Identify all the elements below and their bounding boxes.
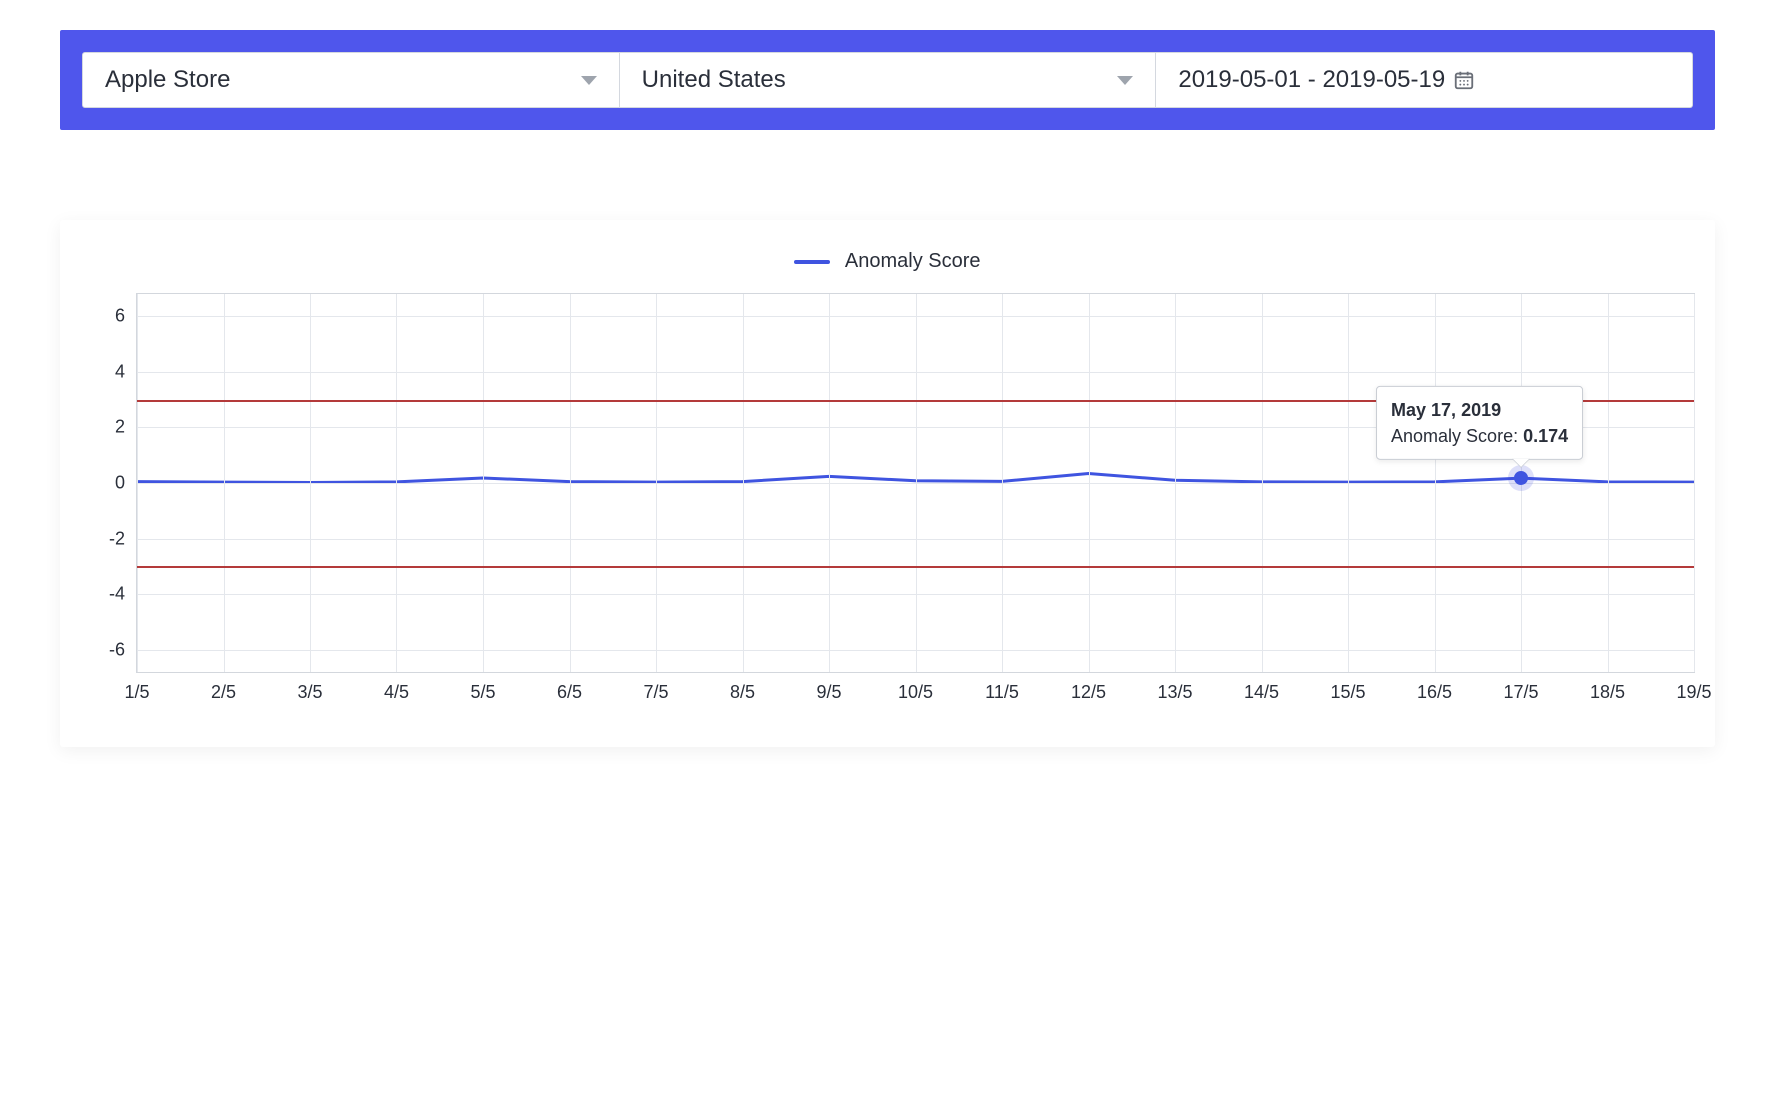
x-axis-tick-label: 15/5 [1330,672,1365,703]
gridline-vertical [656,294,657,672]
gridline-vertical [1348,294,1349,672]
gridline-vertical [1694,294,1695,672]
threshold-line [137,566,1694,568]
tooltip-row: Anomaly Score: 0.174 [1391,423,1568,449]
chevron-down-icon [581,76,597,85]
gridline-vertical [1435,294,1436,672]
x-axis-tick-label: 10/5 [898,672,933,703]
tooltip-title: May 17, 2019 [1391,397,1568,423]
y-axis-tick-label: 6 [115,306,137,327]
country-dropdown[interactable]: United States [620,52,1157,108]
x-axis-tick-label: 18/5 [1590,672,1625,703]
x-axis-tick-label: 1/5 [124,672,149,703]
gridline-vertical [829,294,830,672]
chart-plot-area: 6 4 2 0 -2 -4 -6 1/5 2/5 3/5 4/5 5/5 6/5 7/5 8/5 9/5 10/… [80,293,1695,707]
date-range-picker[interactable]: 2019-05-01 - 2019-05-19 [1156,52,1693,108]
gridline-vertical [224,294,225,672]
chart-legend: Anomaly Score [80,250,1695,273]
x-axis-tick-label: 16/5 [1417,672,1452,703]
gridline-vertical [916,294,917,672]
x-axis-tick-label: 11/5 [985,672,1019,703]
y-axis-tick-label: -4 [109,584,137,605]
chart-plot[interactable]: 6420-2-4-61/52/53/54/55/56/57/58/59/510/… [136,293,1695,673]
y-axis-tick-label: -2 [109,528,137,549]
store-dropdown[interactable]: Apple Store [82,52,620,108]
x-axis-tick-label: 7/5 [643,672,668,703]
gridline-vertical [743,294,744,672]
gridline-vertical [1175,294,1176,672]
tooltip-value: 0.174 [1523,426,1568,446]
x-axis-tick-label: 17/5 [1503,672,1538,703]
x-axis-tick-label: 3/5 [297,672,322,703]
x-axis-tick-label: 5/5 [470,672,495,703]
legend-swatch [794,260,830,264]
x-axis-tick-label: 4/5 [384,672,409,703]
x-axis-tick-label: 2/5 [211,672,236,703]
x-axis-tick-label: 14/5 [1244,672,1279,703]
filter-bar: Apple Store United States 2019-05-01 - 2… [60,30,1715,130]
x-axis-tick-label: 6/5 [557,672,582,703]
y-axis-tick-label: 0 [115,473,137,494]
x-axis-tick-label: 9/5 [816,672,841,703]
anomaly-chart-card: Anomaly Score 6 4 2 0 -2 -4 -6 1/5 2/5 3/5 4/5 5/5 6… [60,220,1715,747]
y-axis-tick-label: 4 [115,361,137,382]
gridline-vertical [1089,294,1090,672]
y-axis-tick-label: -6 [109,639,137,660]
calendar-icon [1453,69,1475,91]
gridline-vertical [1262,294,1263,672]
chevron-down-icon [1117,76,1133,85]
date-range-value: 2019-05-01 - 2019-05-19 [1178,66,1445,94]
store-dropdown-value: Apple Store [105,66,230,94]
tooltip-metric-label: Anomaly Score: [1391,426,1523,446]
x-axis-tick-label: 8/5 [730,672,755,703]
gridline-vertical [1608,294,1609,672]
x-axis-tick-label: 19/5 [1676,672,1711,703]
legend-label: Anomaly Score [845,250,981,272]
gridline-vertical [483,294,484,672]
x-axis-tick-label: 13/5 [1157,672,1192,703]
country-dropdown-value: United States [642,66,786,94]
gridline-vertical [570,294,571,672]
gridline-vertical [1002,294,1003,672]
chart-tooltip: May 17, 2019Anomaly Score: 0.174 [1376,386,1583,460]
y-axis-tick-label: 2 [115,417,137,438]
gridline-vertical [310,294,311,672]
x-axis-tick-label: 12/5 [1071,672,1106,703]
gridline-vertical [137,294,138,672]
gridline-vertical [396,294,397,672]
